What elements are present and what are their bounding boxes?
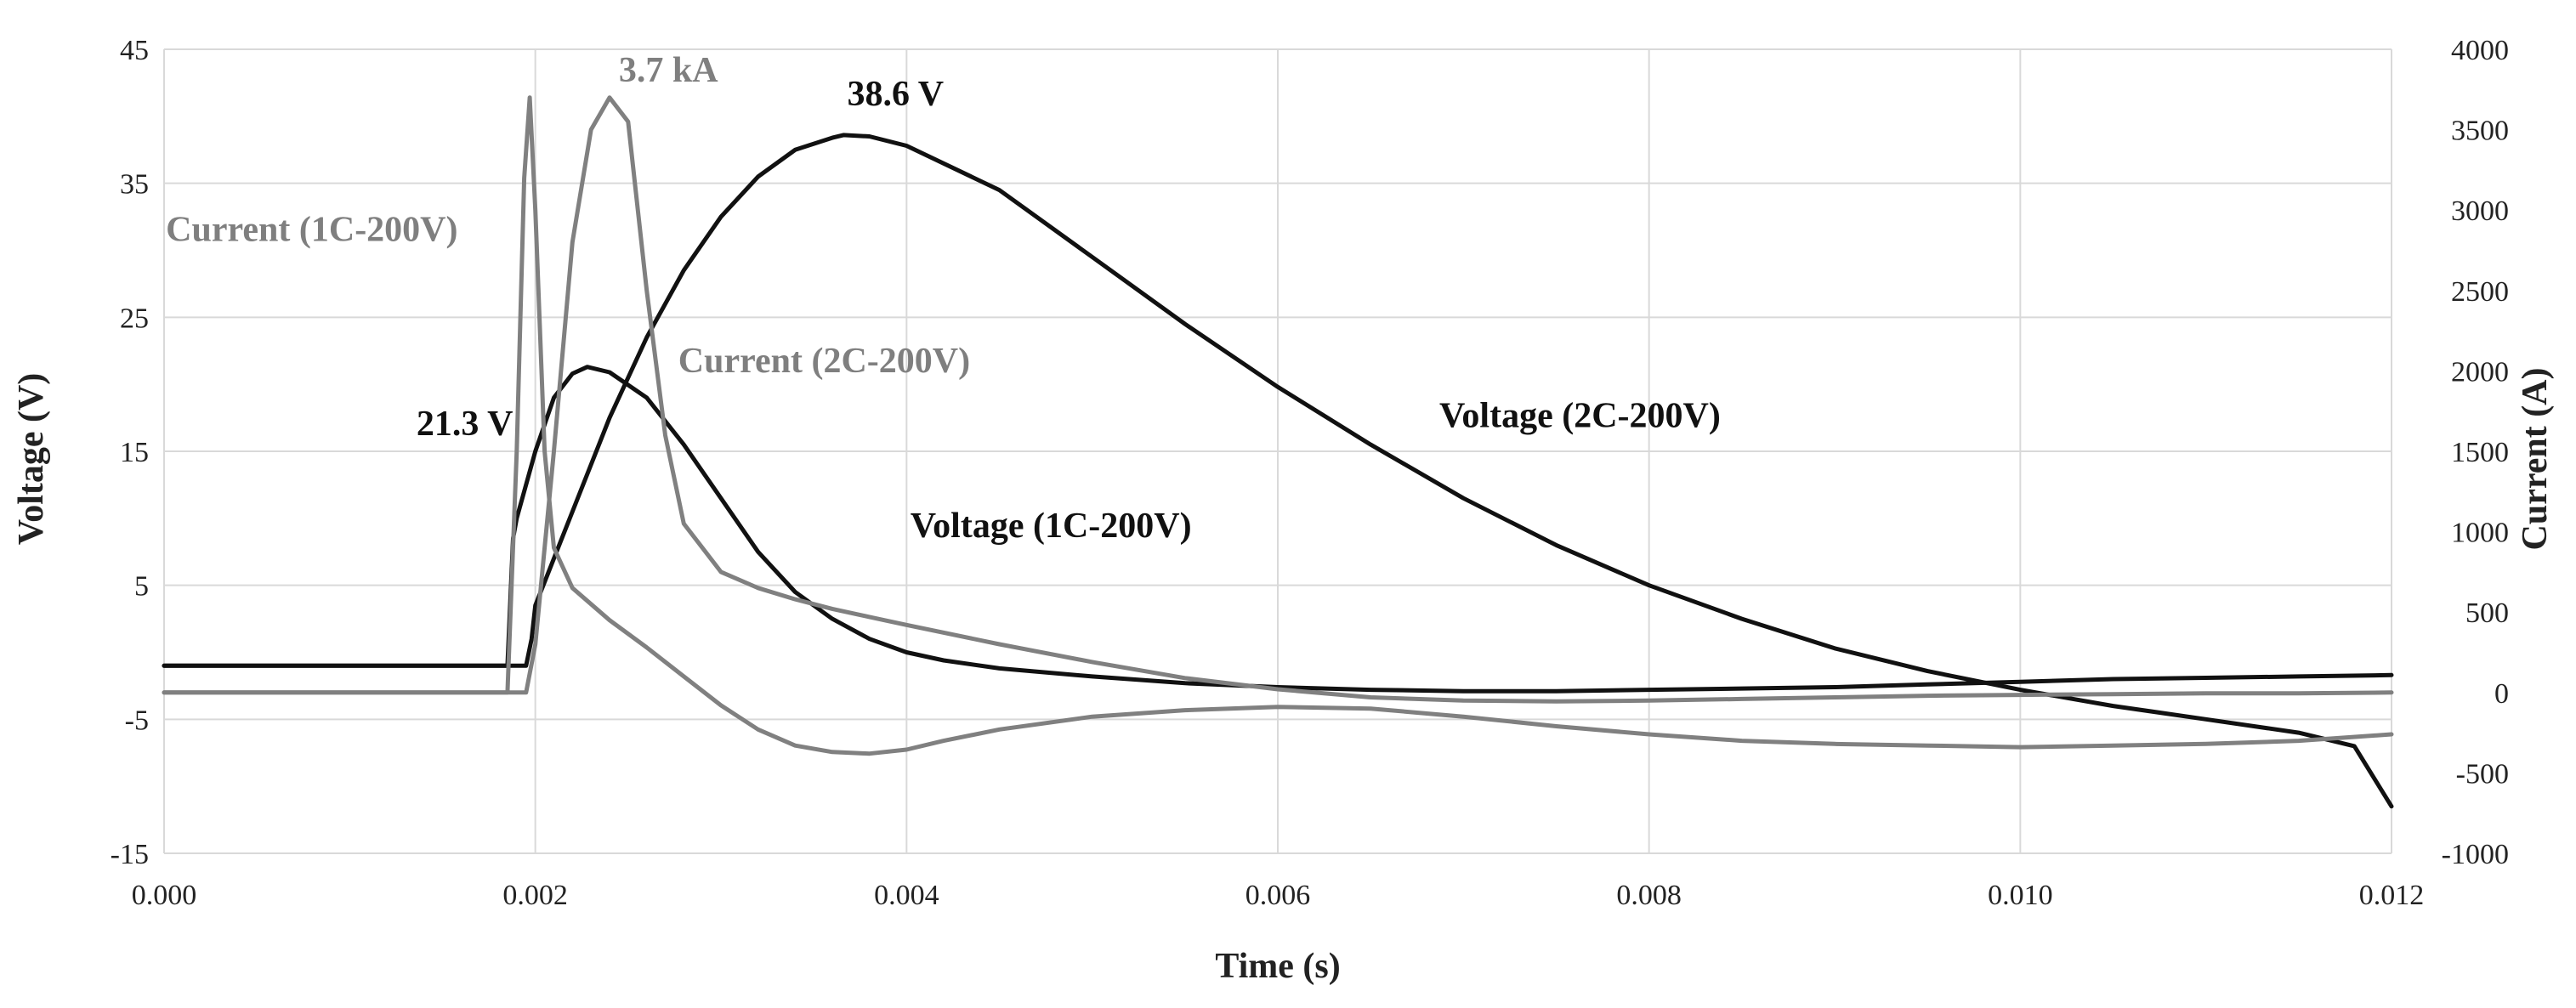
series-line-current-1c-200v [162,95,2394,756]
y2-tick-label: 4000 [2451,35,2509,66]
annotation-layer: 3.7 kA 38.6 V 21.3 V Current (1C-200V) Curre… [166,51,1721,546]
annotation-label: Voltage (1C-200V) [911,507,1192,546]
y-tick-label: 35 [120,169,149,201]
y2-tick-label: 3000 [2451,195,2509,227]
series-layer [162,95,2394,809]
grid-layer [163,48,2392,854]
series-line-voltage-2c-200v [162,133,2394,809]
tick-layer: -15 -5 5 15 25 35 45 0.000 0.002 0.004 0.006 0.008 0… [111,35,2509,911]
annotation-label: Current (1C-200V) [166,210,457,249]
y2-axis-title: Current (A) [2516,367,2555,550]
y2-tick-label: 0 [2494,678,2509,710]
y2-tick-label: 500 [2465,597,2509,629]
y2-tick-label: 1500 [2451,437,2509,468]
annotation-label: 3.7 kA [619,51,718,90]
series-line-voltage-1c-200v [162,365,2394,694]
x-tick-label: 0.012 [2359,880,2425,911]
series-line-current-2c-200v [162,95,2394,704]
y-tick-label: 5 [134,571,149,603]
annotation-label: Voltage (2C-200V) [1439,397,1721,436]
y2-tick-label: 3500 [2451,116,2509,147]
y2-tick-label: 1000 [2451,518,2509,549]
y-tick-label: 45 [120,35,149,66]
x-axis-title: Time (s) [1215,947,1340,986]
annotation-label: Current (2C-200V) [678,342,970,381]
y-tick-label: 25 [120,303,149,334]
y-tick-label: 15 [120,437,149,468]
x-tick-label: 0.006 [1245,880,1311,911]
annotation-label: 38.6 V [847,75,944,114]
y2-tick-label: 2000 [2451,356,2509,388]
y-tick-label: -5 [125,705,149,736]
x-tick-label: 0.008 [1616,880,1682,911]
x-tick-label: 0.004 [874,880,939,911]
x-tick-label: 0.000 [132,880,197,911]
y2-tick-label: 2500 [2451,276,2509,308]
y-tick-label: -15 [111,839,149,870]
annotation-label: 21.3 V [417,405,513,444]
y2-tick-label: -500 [2456,758,2509,790]
y-axis-title: Voltage (V) [12,373,51,546]
x-tick-label: 0.002 [502,880,568,911]
x-tick-label: 0.010 [1988,880,2053,911]
y2-tick-label: -1000 [2442,839,2509,870]
